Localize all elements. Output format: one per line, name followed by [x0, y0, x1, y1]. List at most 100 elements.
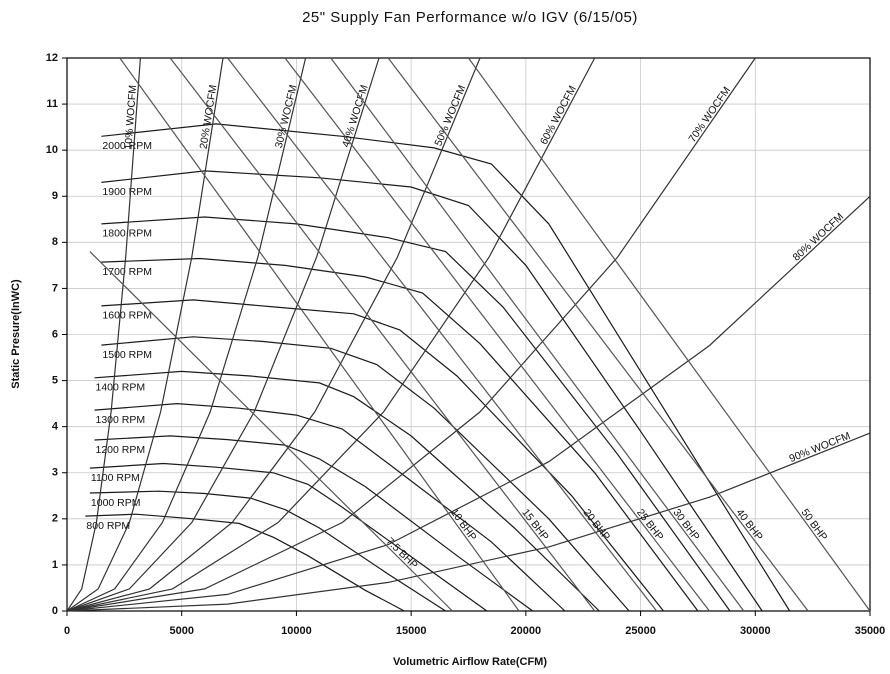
curve-label-group: 40 BHP [734, 507, 765, 543]
y-tick-label: 3 [52, 467, 58, 479]
curve-label-group: 20% WOCFM [198, 84, 220, 150]
curve [101, 299, 664, 612]
curve-label: 1300 RPM [96, 414, 146, 426]
curve [101, 257, 699, 612]
curve [66, 57, 307, 612]
curve [89, 490, 446, 612]
curve-label-group: 2000 RPM [102, 140, 152, 152]
y-tick-label: 5 [52, 374, 58, 386]
curve [66, 57, 141, 612]
curve-label-group: 70% WOCFM [686, 85, 733, 145]
curve-label: 50 BHP [799, 507, 830, 543]
x-axis-label: Volumetric Airflow Rate(CFM) [393, 656, 547, 668]
curve-label-group: 1700 RPM [102, 266, 152, 278]
curve-label-group: 1400 RPM [96, 382, 146, 394]
y-tick-label: 9 [52, 190, 58, 202]
curve-label: 1400 RPM [96, 382, 146, 394]
curve-label: 40 BHP [734, 507, 765, 543]
curve [66, 57, 481, 612]
curve-label-group: 10% WOCFM [122, 85, 139, 150]
x-tick-label: 30000 [740, 625, 771, 637]
curve-label: 1000 RPM [91, 497, 141, 509]
y-axis-label: Static Presure(InWC) [10, 279, 22, 389]
curve-label: 30 BHP [670, 507, 701, 543]
curve-label: 1600 RPM [102, 310, 152, 322]
curve-label-group: 30% WOCFM [273, 84, 300, 150]
curve [66, 432, 871, 612]
curve-label: 1700 RPM [102, 266, 152, 278]
curve-label-group: 1000 RPM [91, 497, 141, 509]
curve [119, 57, 520, 612]
curve [66, 57, 224, 612]
curve-label-group: 1200 RPM [96, 444, 146, 456]
curve-label-group: 80% WOCFM [790, 211, 846, 264]
curve-label: 1500 RPM [102, 349, 152, 361]
x-tick-label: 0 [64, 625, 70, 637]
x-tick-label: 35000 [855, 625, 886, 637]
x-tick-label: 25000 [625, 625, 656, 637]
curve-label: 1100 RPM [91, 472, 140, 484]
curve [387, 57, 809, 612]
y-tick-label: 7 [52, 282, 58, 294]
curve-label: 2000 RPM [102, 140, 152, 152]
curve-label-group: 50 BHP [799, 507, 830, 543]
x-tick-label: 20000 [511, 625, 542, 637]
curve [66, 57, 756, 612]
y-tick-label: 12 [46, 52, 58, 64]
curve [94, 370, 600, 612]
y-tick-label: 4 [52, 421, 59, 433]
curve [89, 462, 488, 612]
curve [330, 57, 745, 612]
curve-label-group: 1600 RPM [102, 310, 152, 322]
x-tick-label: 15000 [396, 625, 427, 637]
curve-label-group: 50% WOCFM [432, 83, 468, 147]
curve-label-group: 800 RPM [86, 520, 130, 532]
curve-label-group: 20 BHP [581, 507, 613, 543]
curve [169, 57, 596, 612]
curve [284, 57, 710, 612]
curve-label: 80% WOCFM [790, 211, 846, 264]
curve-label-group: 10 BHP [448, 507, 479, 543]
x-tick-label: 5000 [169, 625, 193, 637]
curve-label: 10 BHP [448, 507, 479, 543]
y-tick-label: 8 [52, 236, 58, 248]
curve-label: 90% WOCFM [788, 430, 853, 465]
curve [101, 216, 731, 612]
curve-label: 7.5 BHP [384, 535, 420, 571]
curve-label-group: 1900 RPM [102, 186, 152, 198]
curve [85, 513, 405, 612]
curve-label-group: 1300 RPM [96, 414, 146, 426]
curve [66, 57, 380, 612]
y-tick-label: 6 [52, 328, 58, 340]
curve-label: 70% WOCFM [686, 85, 733, 145]
curve [89, 251, 453, 612]
chart-title: 25" Supply Fan Performance w/o IGV (6/15… [302, 9, 638, 26]
curve [66, 195, 871, 612]
curve [94, 435, 534, 612]
curve [227, 57, 658, 612]
curve [94, 402, 566, 612]
curve [101, 170, 763, 612]
curve-label-group: 7.5 BHP [384, 535, 420, 571]
y-tick-label: 0 [52, 605, 58, 617]
curve [468, 57, 871, 612]
y-tick-label: 2 [52, 513, 58, 525]
curve-label: 30% WOCFM [273, 84, 300, 150]
y-tick-label: 11 [46, 98, 58, 110]
curve-label: 50% WOCFM [432, 83, 468, 147]
curve-label-group: 90% WOCFM [788, 430, 853, 465]
curve-label: 60% WOCFM [538, 84, 579, 147]
curve-label-group: 1100 RPM [91, 472, 140, 484]
curve [101, 336, 630, 612]
y-tick-label: 1 [52, 559, 58, 571]
curve-label: 1200 RPM [96, 444, 146, 456]
curve-label-group: 1500 RPM [102, 349, 152, 361]
curve-label: 20 BHP [581, 507, 613, 543]
curve [66, 57, 596, 612]
curve-label: 1900 RPM [102, 186, 152, 198]
y-tick-label: 10 [46, 144, 58, 156]
curve-label: 20% WOCFM [198, 84, 220, 150]
curve-label: 800 RPM [86, 520, 130, 532]
x-tick-label: 10000 [281, 625, 312, 637]
